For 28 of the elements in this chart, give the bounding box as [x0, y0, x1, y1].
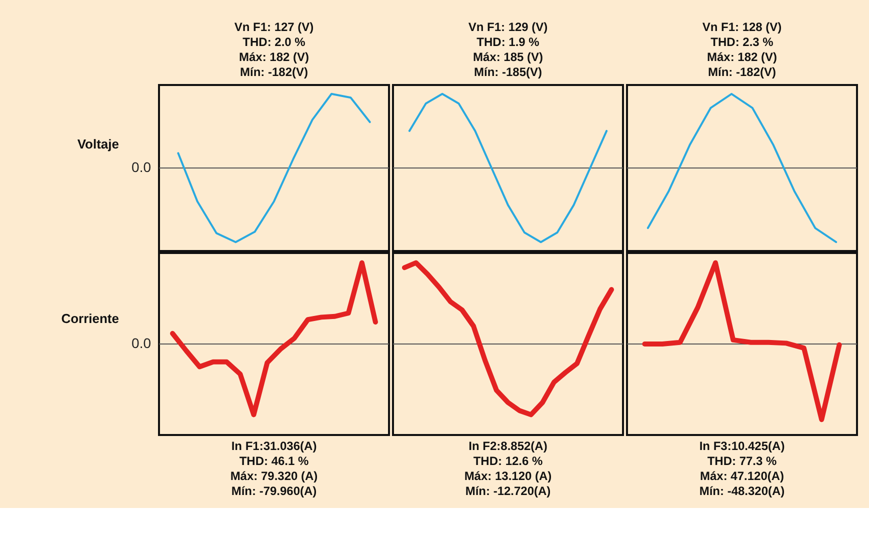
- text: Vn F1: 127 (V): [234, 20, 314, 34]
- text: In F1:31.036(A): [231, 439, 317, 453]
- text: Vn F1: 129 (V): [468, 20, 548, 34]
- text: Mín: -79.960(A): [231, 484, 317, 498]
- text: Máx: 79.320 (A): [230, 469, 318, 483]
- text: Máx: 13.120 (A): [464, 469, 552, 483]
- ref-line-label: 0.0: [132, 335, 152, 351]
- text: THD: 2.0 %: [242, 35, 306, 49]
- text: In F2:8.852(A): [468, 439, 548, 453]
- text: In F3:10.425(A): [699, 439, 785, 453]
- text: Mín: -185(V): [474, 65, 542, 79]
- text: THD: 77.3 %: [707, 454, 777, 468]
- y-axis-title: Voltaje: [77, 136, 119, 152]
- text: THD: 46.1 %: [239, 454, 309, 468]
- text: Mín: -12.720(A): [465, 484, 551, 498]
- y-axis-title: Corriente: [61, 310, 119, 326]
- text: Mín: -182(V): [708, 65, 776, 79]
- text: Máx: 182 (V): [706, 50, 778, 64]
- text: Vn F1: 128 (V): [702, 20, 782, 34]
- ref-line-label: 0.0: [132, 159, 152, 175]
- text: THD: 1.9 %: [476, 35, 540, 49]
- text: Máx: 47.120(A): [700, 469, 784, 483]
- text: Máx: 182 (V): [238, 50, 310, 64]
- text: Mín: -48.320(A): [699, 484, 785, 498]
- text: Mín: -182(V): [240, 65, 308, 79]
- text: Máx: 185 (V): [472, 50, 544, 64]
- text: THD: 2.3 %: [710, 35, 774, 49]
- text: THD: 12.6 %: [473, 454, 543, 468]
